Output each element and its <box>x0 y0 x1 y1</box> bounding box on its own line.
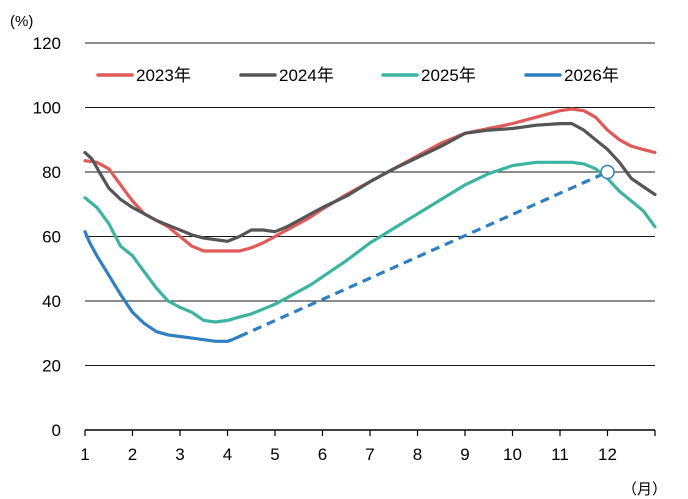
x-tick-label: 8 <box>413 445 422 464</box>
y-tick-label: 120 <box>33 34 61 53</box>
legend: 2023年 2024年 2025年 2026年 <box>96 66 619 85</box>
x-tick-label: 10 <box>503 445 522 464</box>
series-line-2026年 <box>83 230 241 343</box>
legend-label: 2025年 <box>421 66 476 85</box>
y-tick-label: 20 <box>42 357 61 376</box>
x-tick-label: 12 <box>598 445 617 464</box>
y-tick-label: 80 <box>42 163 61 182</box>
y-tick-label: 0 <box>52 421 61 440</box>
x-tick-label: 4 <box>223 445 232 464</box>
legend-label: 2026年 <box>564 66 619 85</box>
series-line-2026-dashed <box>238 170 609 338</box>
series-line-2024年 <box>83 121 657 243</box>
y-tick-label: 100 <box>33 99 61 118</box>
y-tick-label: 60 <box>42 228 61 247</box>
x-tick-label: 6 <box>318 445 327 464</box>
end-marker-circle <box>600 164 615 180</box>
legend-label: 2024年 <box>279 66 334 85</box>
x-tick-label: 1 <box>80 445 89 464</box>
y-tick-label: 40 <box>42 292 61 311</box>
gridlines <box>85 42 655 366</box>
x-tick-label: 11 <box>551 445 569 464</box>
x-axis-unit-label: （月） <box>622 481 667 498</box>
x-tick-label: 7 <box>365 445 374 464</box>
x-tick-label: 9 <box>460 445 469 464</box>
series-lines <box>83 107 657 343</box>
x-tick-label: 2 <box>128 445 137 464</box>
x-tick-label: 5 <box>270 445 279 464</box>
y-axis-unit-label: (%) <box>10 13 33 30</box>
legend-label: 2023年 <box>136 66 191 85</box>
x-tick-label: 3 <box>175 445 184 464</box>
series-line-2025年 <box>83 160 657 324</box>
